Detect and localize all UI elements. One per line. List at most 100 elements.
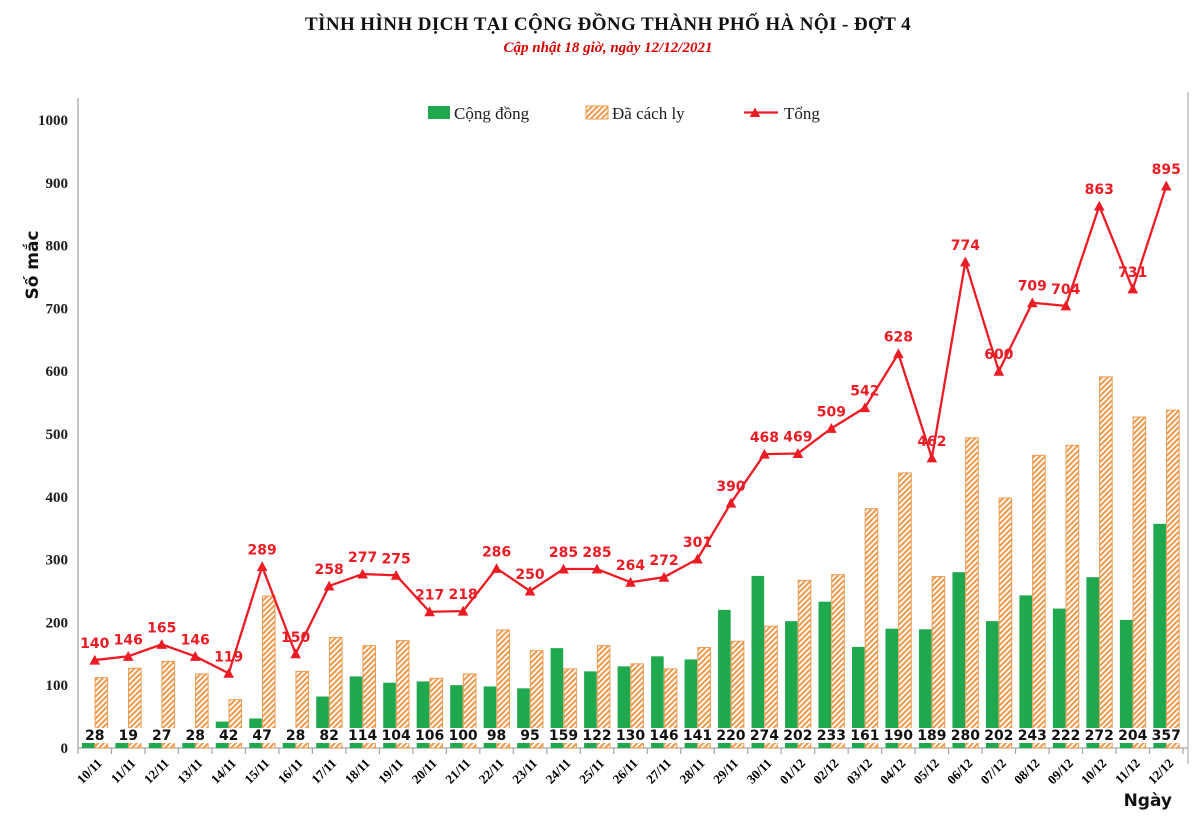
bar-label: 114	[348, 728, 377, 744]
bar-quarantined	[1166, 409, 1180, 749]
total-label: 468	[750, 430, 779, 446]
y-tick-label: 100	[46, 678, 69, 694]
bar-label-box	[916, 728, 948, 743]
bar-community	[718, 609, 731, 748]
total-label: 289	[248, 543, 277, 559]
x-tick-label: 15/11	[241, 756, 272, 787]
bar-label-box	[1083, 728, 1115, 743]
total-marker	[524, 585, 536, 596]
bar-quarantined	[697, 647, 711, 749]
total-label: 390	[716, 479, 745, 495]
total-label: 774	[951, 238, 980, 254]
x-tick-label: 01/12	[776, 756, 808, 788]
total-marker	[859, 402, 871, 413]
bar-label-box	[447, 728, 479, 743]
total-label: 462	[917, 434, 946, 450]
x-tick-label: 09/12	[1044, 756, 1076, 788]
bar-community	[1153, 523, 1166, 748]
total-label: 258	[315, 562, 344, 578]
total-marker	[658, 571, 670, 582]
bar-group	[249, 595, 276, 749]
chart-subtitle: Cập nhật 18 giờ, ngày 12/12/2021	[504, 40, 713, 56]
bar-community	[617, 666, 631, 748]
bar-label: 82	[319, 728, 338, 744]
x-tick-label: 24/11	[543, 756, 574, 787]
bar-group	[851, 508, 879, 749]
bar-quarantined	[797, 579, 812, 749]
bar-group	[684, 647, 711, 749]
total-label: 119	[214, 649, 243, 665]
total-label: 275	[381, 551, 410, 567]
legend-item: Tổng	[744, 104, 820, 123]
bar-label-box	[213, 728, 245, 743]
total-label: 863	[1085, 182, 1114, 198]
bar-quarantined	[831, 574, 845, 749]
bar-community	[751, 575, 765, 748]
bar-group	[718, 609, 745, 749]
total-label: 264	[616, 558, 645, 574]
bar-label-box	[748, 728, 780, 743]
total-label: 469	[783, 429, 812, 445]
y-tick-label: 300	[46, 553, 69, 569]
total-marker	[1160, 180, 1172, 191]
total-label: 286	[482, 544, 511, 560]
bar-label: 28	[185, 728, 204, 744]
bar-group	[751, 575, 778, 749]
legend-marker-total	[749, 107, 761, 117]
x-tick-label: 12/12	[1145, 756, 1177, 788]
total-label: 285	[549, 545, 578, 561]
x-tick-label: 05/12	[910, 756, 942, 788]
bar-community	[550, 648, 564, 748]
x-tick-label: 28/11	[677, 756, 708, 787]
bar-label-box	[414, 728, 446, 743]
bar-quarantined	[1032, 454, 1046, 749]
total-marker	[223, 667, 234, 678]
bar-quarantined	[529, 650, 544, 749]
bar-label-box	[548, 728, 580, 743]
bar-label: 222	[1051, 728, 1080, 744]
total-marker	[558, 563, 569, 574]
bar-label: 190	[884, 728, 913, 744]
bar-label: 202	[984, 728, 1013, 744]
x-tick-label: 21/11	[442, 756, 473, 787]
x-tick-label: 11/11	[108, 756, 139, 787]
legend-swatch-community	[428, 106, 450, 119]
total-marker	[960, 256, 971, 267]
bar-community	[885, 628, 899, 748]
bar-community	[818, 601, 832, 748]
bar-label: 204	[1118, 728, 1147, 744]
bar-label-box	[246, 728, 278, 743]
bar-label: 161	[850, 728, 879, 744]
total-marker	[826, 423, 837, 433]
total-label: 731	[1118, 265, 1147, 281]
bar-label-box	[681, 728, 713, 743]
x-tick-label: 04/12	[877, 756, 909, 788]
bar-label-box	[615, 728, 646, 743]
bar-quarantined	[596, 645, 611, 749]
bar-quarantined	[362, 645, 377, 749]
x-tick-label: 30/11	[744, 756, 775, 787]
x-tick-label: 10/12	[1078, 756, 1110, 788]
bar-group	[885, 472, 912, 749]
total-label: 542	[850, 384, 879, 400]
bar-label-box	[79, 728, 111, 743]
bar-label: 130	[616, 728, 645, 744]
bar-community	[684, 659, 698, 748]
total-label: 146	[114, 632, 143, 648]
y-tick-label: 800	[46, 239, 69, 255]
bar-label: 357	[1152, 728, 1181, 744]
bar-label: 42	[219, 728, 238, 744]
total-label: 140	[80, 636, 109, 652]
total-marker	[122, 651, 134, 661]
bar-quarantined	[1132, 416, 1147, 749]
bar-community	[1119, 619, 1133, 748]
bar-community	[952, 572, 966, 748]
x-tick-label: 17/11	[308, 756, 339, 787]
bar-quarantined	[998, 497, 1013, 749]
legend-item: Đã cách ly	[585, 104, 685, 123]
bar-quarantined	[496, 629, 510, 749]
x-tick-label: 20/11	[409, 756, 440, 787]
bar-label: 202	[783, 728, 812, 744]
bar-quarantined	[161, 660, 176, 749]
total-marker	[1127, 283, 1139, 294]
